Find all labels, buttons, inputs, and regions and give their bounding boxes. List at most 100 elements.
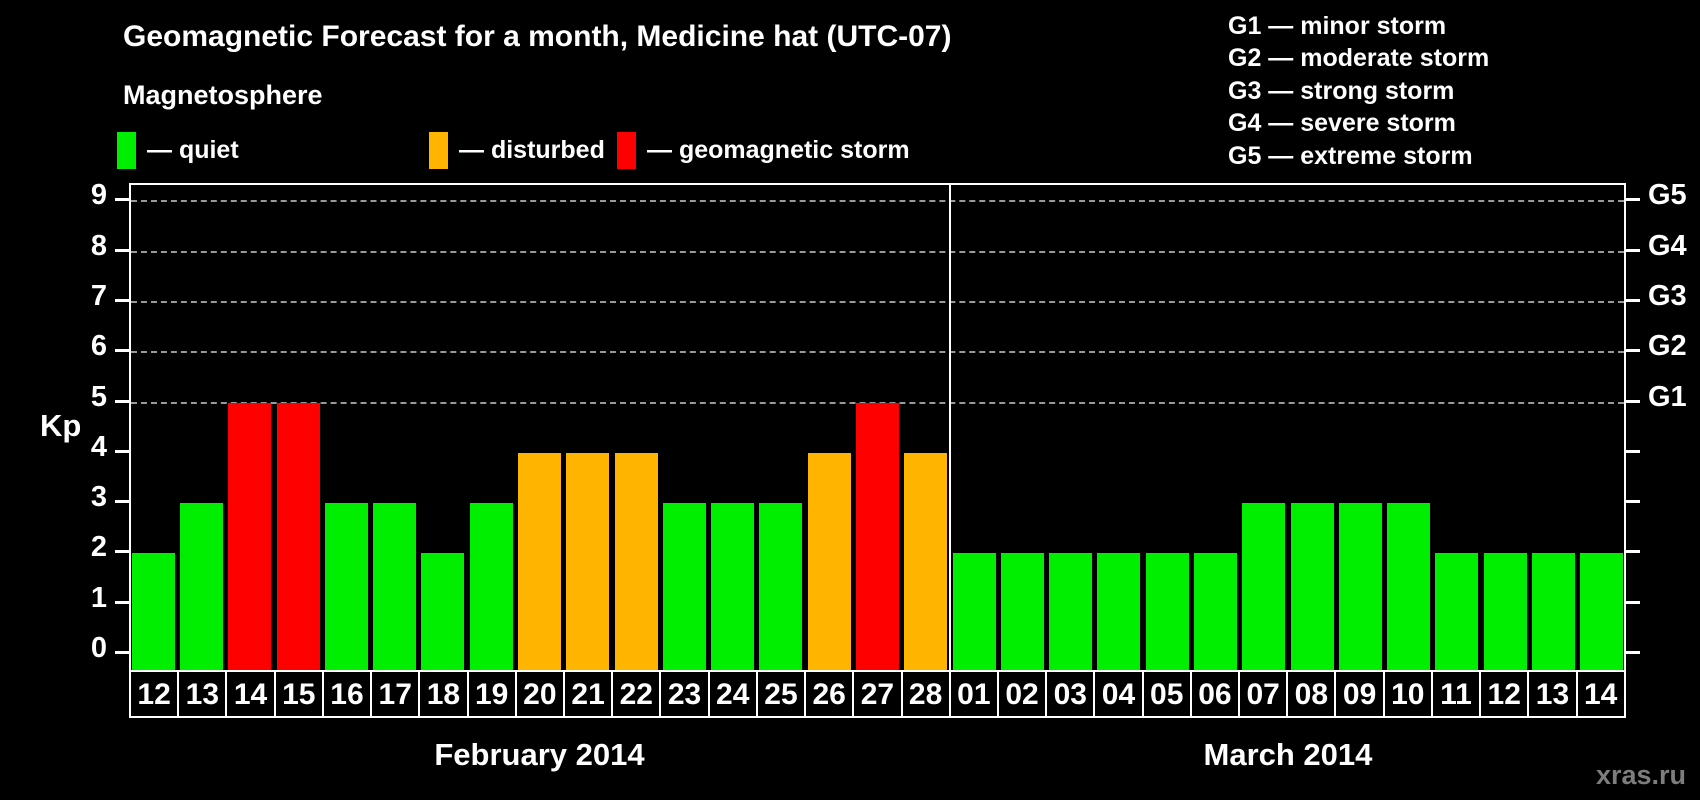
y-tick-label-2: 2 [90,531,107,564]
kp-bar-day-28 [904,452,948,670]
day-cell: 18 [420,672,469,716]
kp-bar-day-03 [1049,553,1093,670]
storm-scale-legend: G1 — minor storm G2 — moderate storm G3 … [1228,10,1489,172]
y-tick-label-9: 9 [90,179,107,212]
y-tick-label-6: 6 [90,330,107,363]
y-tick-right-8 [1626,248,1640,252]
page-title: Geomagnetic Forecast for a month, Medici… [123,20,952,53]
y-tick-label-1: 1 [90,581,107,614]
legend-item-label: — quiet [147,135,239,164]
day-cell: 12 [131,672,180,716]
y-tick-left-5 [115,399,129,403]
kp-bar-day-27 [856,402,899,670]
gridline-kp8 [131,250,1624,253]
kp-bar-day-20 [517,452,561,670]
day-cell: 11 [1433,672,1482,716]
kp-bar-day-19 [469,503,513,670]
kp-bar-day-06 [1194,553,1238,670]
kp-bar-day-16 [324,503,368,670]
right-axis-label-g1: G1 [1648,380,1687,413]
right-axis-label-g3: G3 [1648,279,1687,312]
storm-scale-g2: G2 — moderate storm [1228,44,1490,73]
month-label-february: February 2014 [434,737,645,772]
kp-bar-day-14 [1580,553,1624,670]
day-cell: 14 [227,672,276,716]
kp-bar-day-12 [1483,553,1527,670]
day-cell: 26 [806,672,855,716]
month-separator-line [948,185,951,670]
y-tick-label-0: 0 [90,632,107,664]
disturbed-color-swatch [429,131,448,169]
kp-bar-day-04 [1097,553,1141,670]
storm-color-swatch [617,131,636,169]
y-tick-right-1 [1626,600,1640,604]
kp-bar-day-13 [1532,553,1576,670]
kp-bar-day-21 [566,452,610,670]
y-tick-right-4 [1626,449,1640,453]
kp-bar-day-10 [1387,503,1431,670]
kp-bar-day-02 [1000,553,1044,670]
storm-scale-g4: G4 — severe storm [1228,109,1456,138]
kp-bar-day-26 [807,452,851,670]
day-cell: 28 [903,672,951,716]
y-tick-right-0 [1626,651,1640,654]
day-cell: 01 [951,672,999,716]
y-tick-left-7 [115,298,129,302]
day-cell: 09 [1336,672,1385,716]
y-tick-label-5: 5 [90,380,107,413]
day-cell: 20 [517,672,565,716]
right-axis-label-g5: G5 [1648,179,1687,212]
y-tick-right-6 [1626,349,1640,353]
y-tick-right-9 [1626,198,1640,202]
kp-bar-day-07 [1242,503,1286,670]
kp-bar-day-11 [1435,553,1479,670]
y-tick-left-9 [115,198,129,202]
right-axis-label-g4: G4 [1648,229,1687,262]
quiet-color-swatch [117,131,136,169]
kp-bar-day-14 [228,402,272,670]
plot-area [129,183,1626,670]
day-cell: 24 [710,672,758,716]
y-tick-label-7: 7 [90,279,107,312]
legend-item-label: — geomagnetic storm [647,135,910,164]
y-tick-label-3: 3 [90,481,107,514]
day-cell: 10 [1385,672,1433,716]
day-cell: 12 [1481,672,1530,716]
right-axis-label-g2: G2 [1648,330,1687,363]
y-tick-right-7 [1626,298,1640,302]
storm-scale-g3: G3 — strong storm [1228,76,1455,105]
y-tick-right-3 [1626,500,1640,504]
y-tick-right-2 [1626,550,1640,554]
day-cell: 15 [276,672,324,716]
y-tick-left-6 [115,349,129,353]
kp-bar-day-23 [662,503,706,670]
y-tick-left-8 [115,248,129,252]
storm-scale-g1: G1 — minor storm [1228,12,1447,40]
kp-bar-day-22 [614,452,658,670]
kp-bar-day-13 [179,503,223,670]
day-cell: 04 [1095,672,1144,716]
gridline-kp7 [131,300,1624,303]
legend-item-quiet: — quiet [117,131,239,169]
day-cell: 22 [613,672,662,716]
kp-bar-day-24 [711,503,755,670]
kp-bar-day-18 [421,553,465,670]
y-tick-label-4: 4 [90,430,107,463]
month-label-march: March 2014 [1203,737,1373,772]
kp-bar-day-17 [373,503,417,670]
day-cell: 05 [1144,672,1192,716]
legend-heading: Magnetosphere [123,80,323,110]
kp-bar-day-05 [1145,553,1189,670]
kp-bar-day-15 [276,402,320,670]
day-cell: 07 [1240,672,1289,716]
y-tick-label-8: 8 [90,229,107,262]
y-tick-left-0 [115,651,129,654]
day-cell: 13 [179,672,228,716]
day-cell: 21 [565,672,614,716]
day-cell: 23 [661,672,710,716]
x-axis-day-row: 12 13 14 15 16 17 18 19 20 21 22 23 24 25 26 27 28 01 02 03… [129,670,1626,718]
gridline-kp9 [131,200,1624,203]
watermark: xras.ru [1595,760,1686,790]
legend-item-storm: — geomagnetic storm [617,131,910,169]
